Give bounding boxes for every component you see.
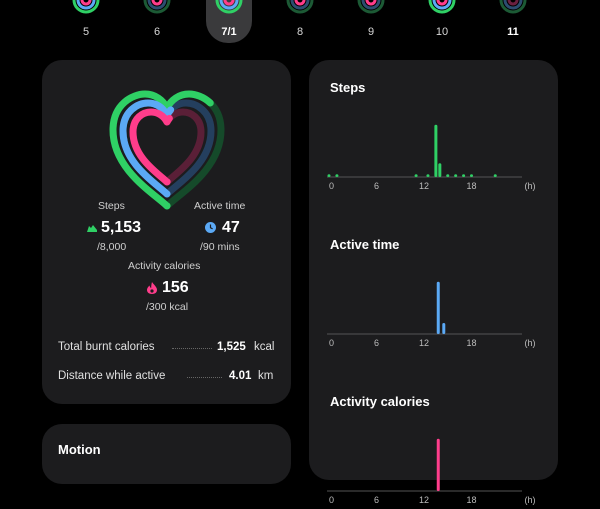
active-time-bar	[436, 281, 440, 334]
total-burnt-label: Total burnt calories	[58, 341, 155, 353]
steps-chart-title: Steps	[330, 80, 366, 95]
heart-rings-icon	[357, 0, 385, 14]
day-label: 5	[82, 26, 90, 38]
x-unit-label: (h)	[525, 495, 536, 505]
motion-card[interactable]: Motion	[42, 424, 291, 484]
steps-bar	[446, 174, 450, 177]
steps-bar	[414, 174, 418, 177]
steps-bar	[434, 124, 438, 177]
day-label: 7/1	[221, 26, 237, 38]
day-label: 6	[153, 26, 161, 38]
x-tick-label: 0	[329, 495, 334, 505]
x-tick-label: 6	[374, 495, 379, 505]
x-tick-label: 0	[329, 181, 334, 191]
calories-bar	[436, 438, 440, 491]
x-unit-label: (h)	[525, 338, 536, 348]
day-item[interactable]: 6	[135, 0, 179, 45]
activity-calories-chart-title: Activity calories	[330, 394, 430, 409]
active-time-bar	[442, 323, 446, 334]
active-time-value: 47	[222, 219, 240, 236]
x-tick-label: 18	[466, 495, 476, 505]
total-burnt-unit: kcal	[254, 341, 275, 353]
day-label: 9	[367, 26, 375, 38]
x-tick-label: 12	[419, 181, 429, 191]
day-item[interactable]: 10	[420, 0, 464, 45]
heart-rings-icon	[215, 0, 243, 14]
active-time-goal: /90 mins	[200, 241, 240, 253]
day-label: 10	[435, 26, 449, 38]
steps-bar	[335, 174, 339, 177]
row-divider-dots	[187, 377, 222, 378]
day-item[interactable]: 9	[349, 0, 393, 45]
steps-progress-ring	[109, 90, 225, 210]
heart-rings-icon	[499, 0, 527, 14]
activity-calories-hourly-chart: 0 6 12 18 (h)	[327, 438, 536, 505]
x-tick-label: 6	[374, 181, 379, 191]
x-tick-label: 18	[466, 338, 476, 348]
day-item-today[interactable]: 11	[491, 0, 535, 45]
x-unit-label: (h)	[525, 181, 536, 191]
day-label: 8	[296, 26, 304, 38]
activity-heart-rings	[109, 90, 225, 210]
steps-bar	[327, 174, 331, 177]
distance-unit: km	[258, 370, 274, 382]
shoe-icon	[87, 225, 97, 232]
distance-value: 4.01	[229, 370, 252, 382]
active-time-chart-title: Active time	[330, 237, 400, 252]
active-time-progress-ring	[119, 99, 215, 198]
x-tick-label: 12	[419, 338, 429, 348]
x-tick-label: 12	[419, 495, 429, 505]
steps-goal: /8,000	[97, 241, 127, 253]
heart-rings-icon	[143, 0, 171, 14]
flame-icon	[147, 282, 157, 294]
day-item-selected[interactable]: 7/1	[206, 0, 252, 45]
steps-bar	[462, 174, 466, 177]
x-tick-label: 0	[329, 338, 334, 348]
day-item[interactable]: 5	[64, 0, 108, 45]
date-strip: 5 6 7/1 8 9	[0, 0, 600, 45]
calories-label: Activity calories	[128, 260, 201, 272]
total-burnt-value: 1,525	[217, 341, 246, 353]
steps-label: Steps	[98, 200, 125, 212]
steps-hourly-chart: 0 6 12 18 (h)	[327, 124, 536, 191]
x-tick-label: 18	[466, 181, 476, 191]
clock-icon	[205, 222, 216, 233]
x-tick-label: 6	[374, 338, 379, 348]
distance-label: Distance while active	[58, 370, 166, 382]
heart-rings-icon	[286, 0, 314, 14]
day-item[interactable]: 8	[278, 0, 322, 45]
steps-bar	[426, 174, 430, 177]
calories-progress-ring	[129, 108, 205, 186]
steps-bar	[454, 174, 458, 177]
steps-bar	[493, 174, 497, 177]
steps-value: 5,153	[101, 219, 142, 236]
calories-goal: /300 kcal	[146, 301, 189, 313]
day-label: 11	[507, 26, 519, 38]
row-divider-dots	[172, 348, 212, 349]
active-time-label: Active time	[194, 200, 246, 212]
steps-bar	[470, 174, 473, 177]
daily-summary-card[interactable]: Steps 5,153 /8,000 Active time 47 /90 mi…	[42, 60, 291, 404]
heart-rings-icon	[428, 0, 456, 14]
calories-value: 156	[162, 279, 189, 296]
steps-bar	[438, 163, 442, 177]
hourly-charts-card[interactable]: Steps 0 6 12 18 (h) Active time 0 6 12 18 (h) Ac…	[309, 60, 558, 505]
heart-rings-icon	[72, 0, 100, 14]
active-time-hourly-chart: 0 6 12 18 (h)	[327, 281, 536, 348]
